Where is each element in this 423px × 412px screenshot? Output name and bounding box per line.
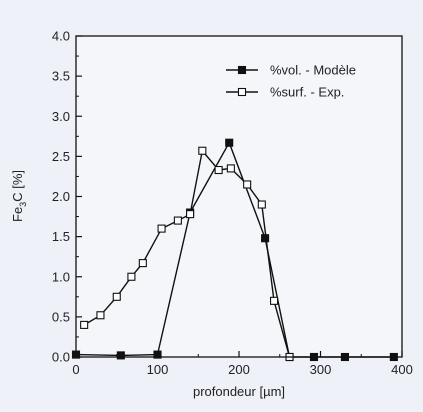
data-point-series-1 <box>138 259 147 268</box>
ticks-layer: 0.0 0.5 1.0 1.5 2.0 2.5 3.0 3.5 4.0 0 100 200 300 400 <box>52 29 413 378</box>
data-point-series-1 <box>186 210 195 219</box>
data-point-series-1 <box>157 224 166 233</box>
x-tick-label: 300 <box>310 362 332 377</box>
data-point-series-0 <box>116 351 125 360</box>
data-point-series-1 <box>214 165 223 175</box>
y-tick-label: 3.5 <box>52 69 70 84</box>
data-point-series-1 <box>257 200 266 209</box>
data-point-series-1 <box>127 272 136 281</box>
data-point-series-1 <box>96 311 105 320</box>
y-axis-label-base: Fe <box>10 207 25 222</box>
x-tick-label: 200 <box>228 362 250 377</box>
y-tick-label: 0.5 <box>52 309 70 324</box>
data-point-series-0 <box>153 350 162 359</box>
data-point-series-1 <box>173 216 182 225</box>
y-tick-label: 3.0 <box>52 109 70 124</box>
data-point-series-1 <box>226 164 235 173</box>
data-point-series-1 <box>80 320 89 329</box>
legend-label: %vol. - Modèle <box>270 63 356 78</box>
x-tick-label: 100 <box>147 362 169 377</box>
legend-label: %surf. - Exp. <box>270 85 344 100</box>
x-axis-label: profondeur [µm] <box>193 384 285 399</box>
y-tick-label: 1.0 <box>52 269 70 284</box>
y-tick-label: 1.5 <box>52 229 70 244</box>
data-point-series-1 <box>198 146 207 155</box>
legend: %vol. - Modèle %surf. - Exp. <box>226 63 356 100</box>
plot-area <box>76 36 402 357</box>
plot-frame <box>75 35 403 358</box>
y-axis-label-rest: C [%] <box>10 170 25 202</box>
y-tick-label: 0.0 <box>52 350 70 365</box>
data-point-series-1 <box>243 180 252 189</box>
y-axis-label-sub: 3 <box>18 202 28 207</box>
data-point-series-0 <box>225 138 234 147</box>
x-tick-label: 0 <box>72 362 79 377</box>
y-tick-label: 2.0 <box>52 189 70 204</box>
data-point-series-1 <box>269 296 279 305</box>
y-tick-label: 2.5 <box>52 149 70 164</box>
legend-marker <box>237 65 247 75</box>
x-tick-label: 400 <box>391 362 413 377</box>
y-tick-label: 4.0 <box>52 29 70 44</box>
y-axis-label: Fe3C [%] <box>10 170 28 222</box>
legend-marker <box>237 87 247 97</box>
data-point-series-1 <box>112 292 121 301</box>
